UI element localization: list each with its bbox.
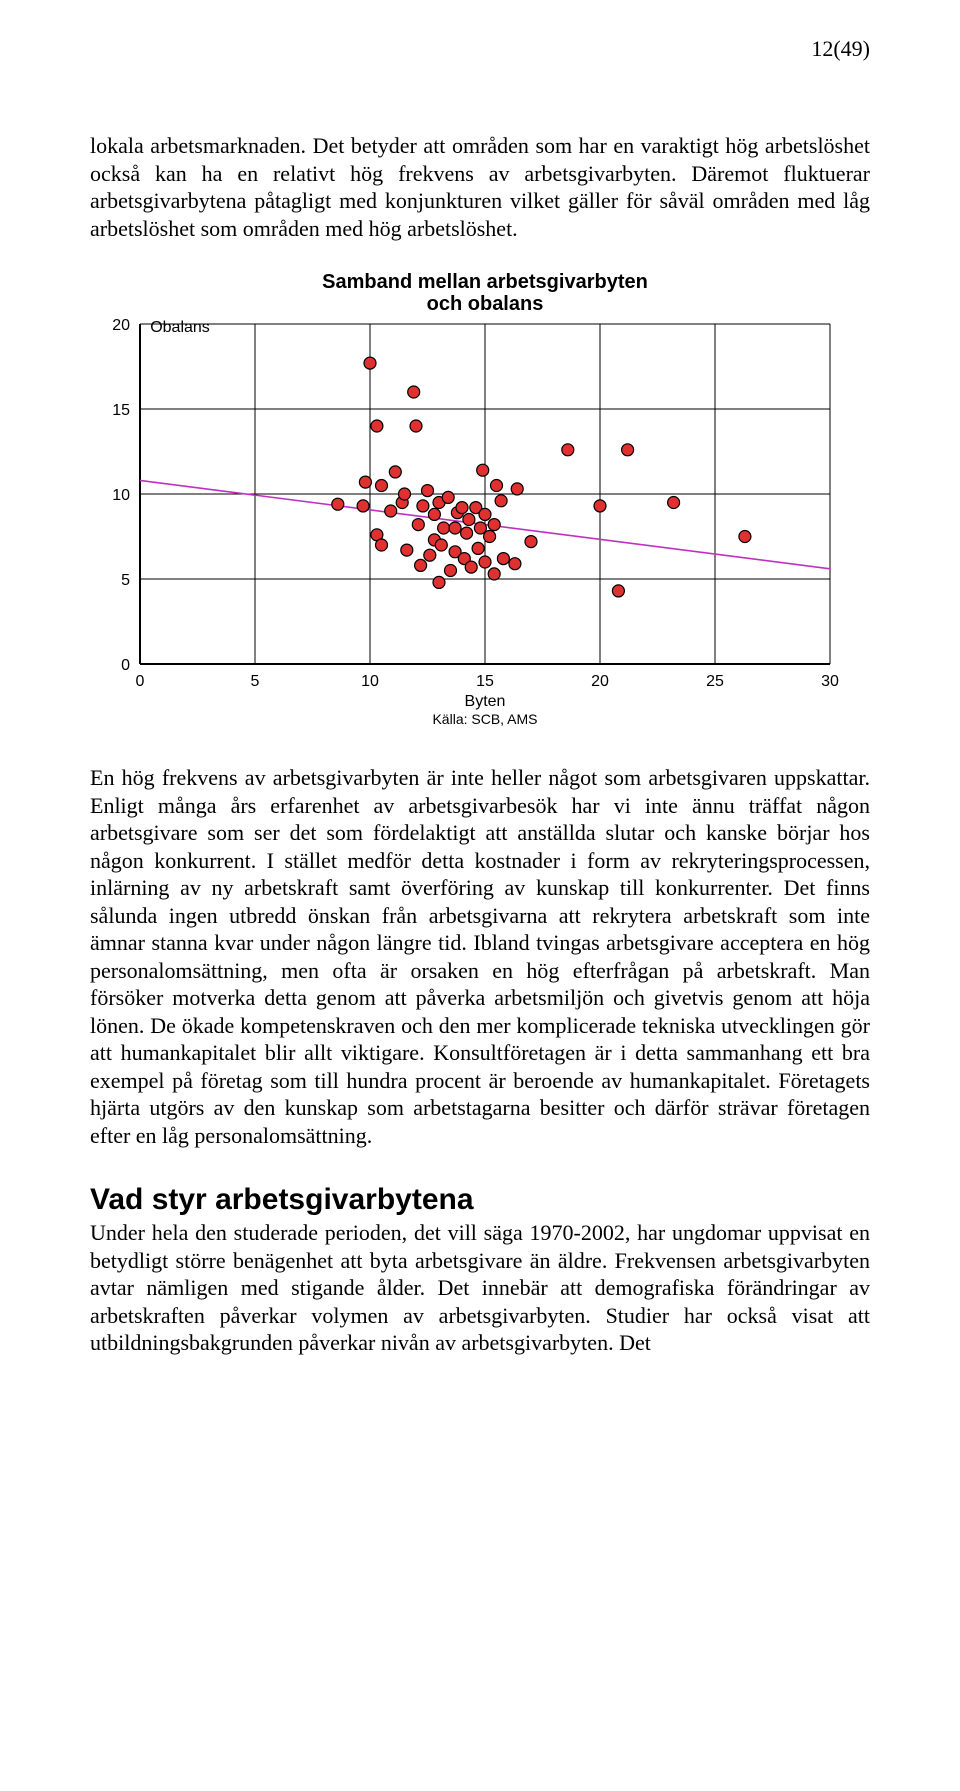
svg-text:30: 30	[821, 673, 839, 690]
svg-text:15: 15	[476, 673, 494, 690]
svg-text:5: 5	[121, 572, 130, 589]
paragraph-3: Under hela den studerade perioden, det v…	[90, 1219, 870, 1357]
svg-text:10: 10	[361, 673, 379, 690]
svg-text:5: 5	[251, 673, 260, 690]
svg-text:15: 15	[112, 402, 130, 419]
section-heading: Vad styr arbetsgivarbytena	[90, 1183, 870, 1217]
page-number: 12(49)	[90, 36, 870, 62]
document-page: 12(49) lokala arbetsmarknaden. Det betyd…	[0, 0, 960, 1431]
chart-svg: Samband mellan arbetsgivarbytenoch obala…	[90, 264, 850, 744]
svg-text:Obalans: Obalans	[150, 319, 210, 336]
scatter-chart: Samband mellan arbetsgivarbytenoch obala…	[90, 264, 870, 744]
paragraph-2: En hög frekvens av arbetsgivarbyten är i…	[90, 764, 870, 1149]
svg-text:Byten: Byten	[465, 693, 506, 710]
svg-text:Källa: SCB, AMS: Källa: SCB, AMS	[432, 711, 537, 727]
svg-text:20: 20	[112, 317, 130, 334]
paragraph-1: lokala arbetsmarknaden. Det betyder att …	[90, 132, 870, 242]
svg-text:Samband mellan arbetsgivarbyte: Samband mellan arbetsgivarbyten	[322, 271, 648, 293]
svg-text:25: 25	[706, 673, 724, 690]
svg-text:0: 0	[121, 657, 130, 674]
svg-text:och obalans: och obalans	[427, 293, 544, 315]
svg-text:20: 20	[591, 673, 609, 690]
svg-text:0: 0	[136, 673, 145, 690]
svg-text:10: 10	[112, 487, 130, 504]
